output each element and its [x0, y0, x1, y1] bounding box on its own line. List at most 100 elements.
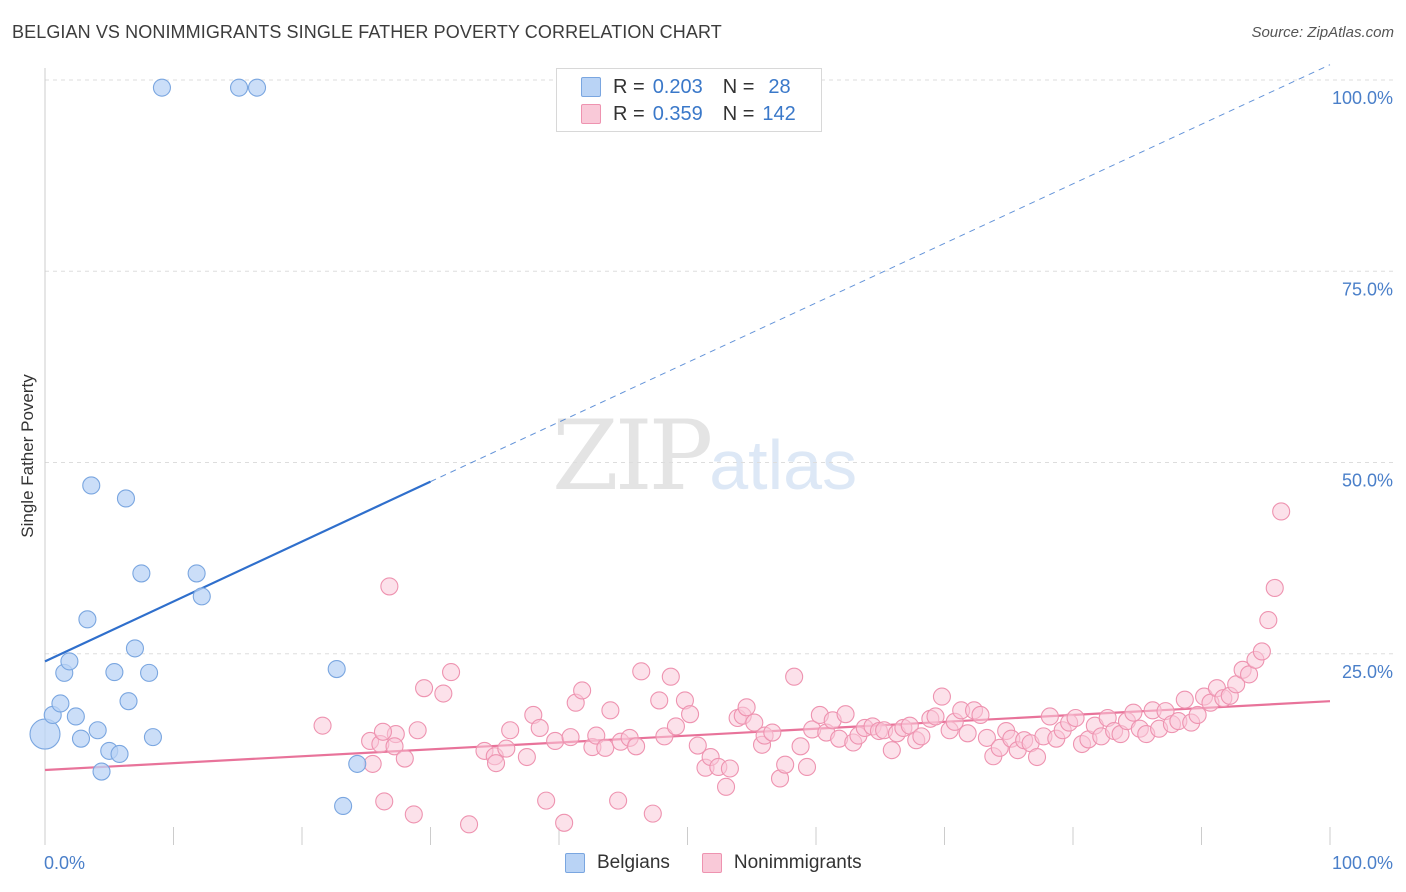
nonimmigrants-legend-swatch	[701, 853, 722, 873]
watermark: ZIPatlas	[552, 400, 857, 512]
y-tick-label: 75.0%	[1342, 279, 1393, 299]
nonimmigrants-point	[375, 792, 394, 811]
belgians-point	[348, 754, 367, 773]
nonimmigrants-point	[1027, 747, 1047, 767]
nonimmigrants-point	[977, 728, 996, 747]
nonimmigrants-point	[380, 577, 399, 596]
nonimmigrants-point	[688, 736, 707, 755]
nonimmigrants-point	[681, 705, 700, 724]
nonimmigrants-point	[926, 707, 945, 726]
nonimmigrants-point	[442, 663, 461, 682]
nonimmigrants-point	[517, 747, 536, 767]
belgians-legend-swatch	[565, 853, 585, 873]
legend-row-belgians: R = 0.203 N = 28	[581, 75, 791, 99]
nonimmigrants-point	[655, 727, 674, 746]
nonimmigrants-point	[601, 701, 620, 720]
nonimmigrants-point	[546, 731, 565, 751]
x-tick-label: 100.0%	[1332, 853, 1393, 873]
nonimmigrants-point	[313, 716, 332, 735]
nonimmigrants-point	[596, 738, 615, 757]
belgians-swatch	[581, 77, 601, 97]
nonimmigrants-points	[313, 502, 1291, 834]
belgians-point	[143, 728, 162, 747]
nonimmigrants-point	[785, 667, 804, 686]
nonimmigrants-point	[1252, 642, 1271, 661]
correlation-legend: R = 0.203 N = 28 R = 0.359 N = 142	[556, 68, 822, 132]
y-tick-label: 100.0%	[1332, 88, 1393, 108]
nonimmigrants-point	[415, 679, 434, 698]
belgians-point	[60, 652, 79, 671]
nonimmigrants-point	[882, 741, 901, 760]
belgians-point	[229, 78, 249, 97]
nonimmigrants-point	[373, 722, 393, 741]
nonimmigrants-point	[632, 662, 651, 681]
belgians-point	[140, 663, 159, 682]
nonimmigrants-point	[745, 713, 764, 732]
nonimmigrants-point	[1265, 578, 1284, 598]
belgians-point	[105, 663, 124, 682]
r-label: R =	[613, 75, 645, 98]
nonimmigrants-point	[537, 791, 556, 810]
belgians-legend-label: Belgians	[597, 852, 670, 873]
nonimmigrants-swatch	[581, 104, 601, 124]
belgians-point	[152, 78, 171, 97]
nonimmigrants-point	[1066, 708, 1085, 728]
nonimmigrants-point	[666, 717, 685, 736]
nonimmigrants-r-value: 0.359	[652, 102, 703, 125]
nonimmigrants-n-value: 142	[762, 102, 796, 125]
nonimmigrants-point	[737, 698, 756, 717]
belgians-r-value: 0.203	[652, 75, 703, 98]
x-tick-label: 0.0%	[44, 853, 85, 873]
belgians-trend-extension	[430, 64, 1331, 483]
nonimmigrants-point	[650, 691, 669, 710]
belgians-point	[116, 489, 136, 508]
nonimmigrants-point	[395, 749, 414, 768]
belgians-point	[334, 796, 353, 816]
nonimmigrants-point	[530, 718, 549, 738]
nonimmigrants-point	[497, 739, 516, 758]
n-label: N =	[722, 102, 755, 125]
watermark-atlas: atlas	[709, 426, 858, 504]
belgians-point	[66, 707, 85, 726]
belgians-trend-line	[44, 480, 431, 663]
belgians-point	[187, 564, 206, 583]
nonimmigrants-point	[836, 705, 855, 724]
nonimmigrants-point	[1040, 707, 1059, 726]
belgians-point	[110, 744, 129, 764]
nonimmigrants-point	[609, 791, 628, 810]
nonimmigrants-point	[797, 757, 817, 777]
nonimmigrants-point	[1188, 705, 1207, 725]
nonimmigrants-point	[486, 754, 506, 773]
source-label: Source: ZipAtlas.com	[1251, 24, 1394, 41]
y-tick-label: 25.0%	[1342, 662, 1393, 682]
legend-row-nonimmigrants: R = 0.359 N = 142	[581, 102, 796, 126]
nonimmigrants-trend-line	[44, 700, 1331, 772]
belgians-point	[78, 610, 97, 629]
nonimmigrants-point	[1175, 690, 1194, 709]
nonimmigrants-point	[459, 815, 479, 834]
belgians-point	[132, 564, 151, 583]
nonimmigrants-point	[587, 726, 606, 745]
nonimmigrants-point	[791, 737, 810, 756]
belgians-point	[71, 729, 91, 748]
nonimmigrants-point	[776, 755, 795, 774]
nonimmigrants-point	[404, 805, 423, 824]
nonimmigrants-point	[501, 721, 520, 740]
nonimmigrants-point	[1259, 611, 1278, 630]
nonimmigrants-point	[1272, 502, 1291, 521]
series-legend: Belgians Nonimmigrants	[565, 852, 862, 874]
belgians-point	[247, 78, 267, 97]
belgians-point	[82, 476, 101, 495]
belgians-point	[192, 587, 211, 606]
belgians-point	[29, 718, 61, 750]
nonimmigrants-point	[958, 724, 977, 743]
trend-lines	[44, 64, 1331, 772]
chart-title: BELGIAN VS NONIMMIGRANTS SINGLE FATHER P…	[12, 22, 722, 42]
nonimmigrants-point	[912, 727, 931, 746]
nonimmigrants-point	[573, 681, 592, 700]
belgians-point	[88, 721, 107, 740]
nonimmigrants-legend-label: Nonimmigrants	[733, 852, 862, 873]
y-tick-label: 50.0%	[1342, 471, 1393, 491]
nonimmigrants-point	[661, 667, 680, 686]
